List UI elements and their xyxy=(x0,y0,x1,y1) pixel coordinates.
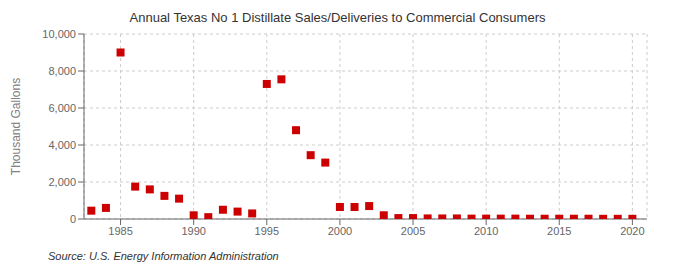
svg-text:1995: 1995 xyxy=(255,225,279,237)
svg-text:1985: 1985 xyxy=(108,225,132,237)
html-text:Source: U.S. Energy Informatio: Source: U.S. Energy Information Administ… xyxy=(48,250,279,262)
svg-text:6,000: 6,000 xyxy=(48,102,76,114)
svg-text:0: 0 xyxy=(70,213,76,225)
svg-text:2010: 2010 xyxy=(474,225,498,237)
svg-text:2015: 2015 xyxy=(547,225,571,237)
svg-text:1990: 1990 xyxy=(181,225,205,237)
svg-text:4,000: 4,000 xyxy=(48,139,76,151)
svg-text:10,000: 10,000 xyxy=(42,28,76,40)
svg-text:2005: 2005 xyxy=(401,225,425,237)
svg-text:2,000: 2,000 xyxy=(48,176,76,188)
html-text:Annual Texas No 1 Distillate S: Annual Texas No 1 Distillate Sales/Deliv… xyxy=(129,10,546,25)
svg-text:2000: 2000 xyxy=(328,225,352,237)
svg-text:2020: 2020 xyxy=(620,225,644,237)
svg-text:8,000: 8,000 xyxy=(48,65,76,77)
svg-text:Thousand Gallons: Thousand Gallons xyxy=(9,78,23,175)
